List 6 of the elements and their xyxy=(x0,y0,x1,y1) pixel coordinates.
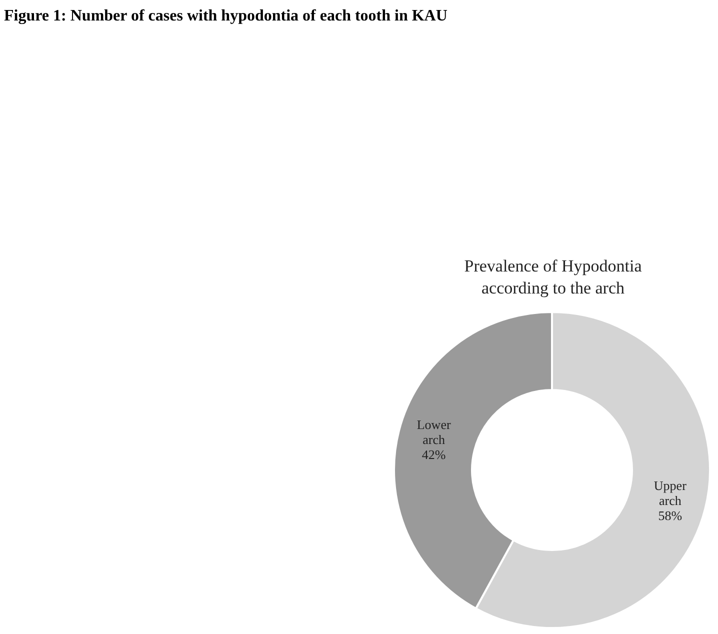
caption: Figure 1: Number of cases with hypodontia of each tooth in KAU xyxy=(4,8,448,24)
chart-title: Prevalence of Hypodontia according to the arch xyxy=(464,256,642,298)
slice-label: Lower arch xyxy=(416,417,452,448)
data-label: 42% xyxy=(422,447,446,462)
data-label: 58% xyxy=(658,508,682,523)
slice-label: Upper arch xyxy=(654,478,688,508)
